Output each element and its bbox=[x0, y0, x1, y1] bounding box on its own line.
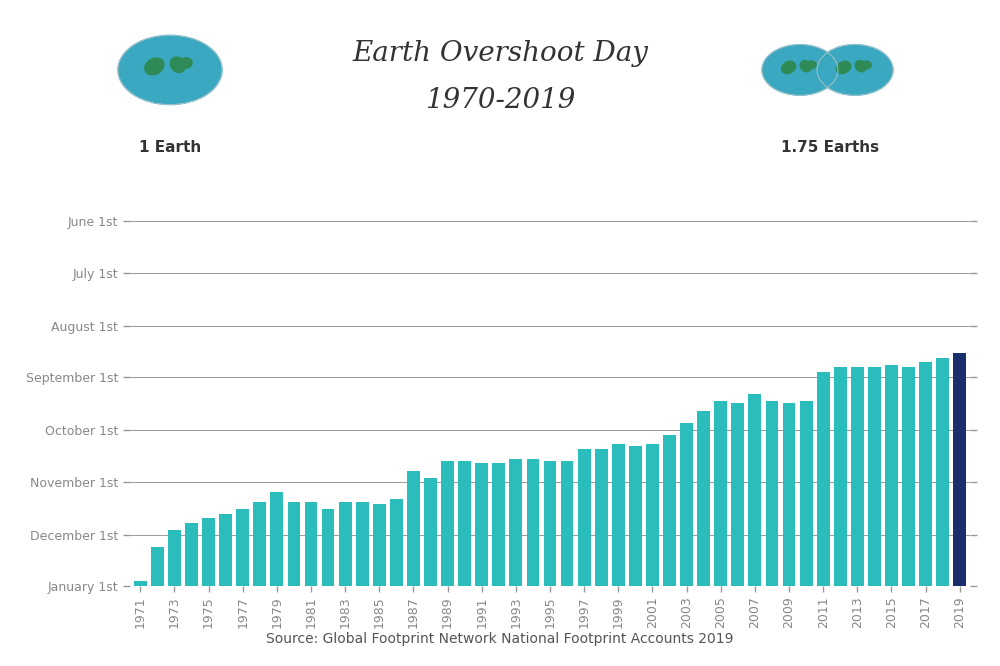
Bar bbox=[202, 517, 215, 586]
Bar bbox=[219, 514, 232, 586]
Text: 1.75 Earths: 1.75 Earths bbox=[781, 140, 879, 155]
Bar bbox=[902, 367, 915, 586]
Bar bbox=[527, 460, 539, 586]
Bar bbox=[458, 461, 471, 586]
Text: Source: Global Footprint Network National Footprint Accounts 2019: Source: Global Footprint Network Nationa… bbox=[266, 632, 734, 646]
Bar bbox=[424, 478, 437, 586]
Bar bbox=[544, 461, 556, 586]
Bar bbox=[288, 502, 300, 586]
Bar bbox=[919, 362, 932, 586]
Bar bbox=[663, 436, 676, 586]
Bar bbox=[475, 463, 488, 586]
Bar bbox=[441, 461, 454, 586]
Bar bbox=[800, 401, 812, 586]
Bar bbox=[646, 444, 659, 586]
Bar bbox=[390, 499, 403, 586]
Bar bbox=[629, 446, 642, 586]
Bar bbox=[851, 367, 864, 586]
Bar bbox=[134, 581, 147, 586]
Bar bbox=[595, 449, 608, 586]
Bar bbox=[561, 461, 573, 586]
Bar bbox=[356, 502, 369, 586]
Bar bbox=[697, 412, 710, 586]
Text: 1 Earth: 1 Earth bbox=[139, 140, 201, 155]
Bar bbox=[509, 460, 522, 586]
Bar bbox=[936, 358, 949, 586]
Bar bbox=[885, 365, 898, 586]
Bar bbox=[953, 353, 966, 586]
Bar bbox=[714, 401, 727, 586]
Bar bbox=[168, 529, 181, 586]
Bar bbox=[270, 492, 283, 586]
Bar bbox=[151, 547, 164, 586]
Bar bbox=[731, 403, 744, 586]
Bar bbox=[680, 424, 693, 586]
Bar bbox=[868, 367, 881, 586]
Bar bbox=[766, 401, 778, 586]
Bar bbox=[817, 372, 830, 586]
Bar bbox=[253, 502, 266, 586]
Text: 1970-2019: 1970-2019 bbox=[425, 87, 575, 114]
Bar bbox=[339, 502, 352, 586]
Text: Earth Overshoot Day: Earth Overshoot Day bbox=[352, 40, 648, 67]
Bar bbox=[185, 523, 198, 586]
Bar bbox=[834, 367, 847, 586]
Bar bbox=[492, 463, 505, 586]
Bar bbox=[578, 449, 591, 586]
Bar bbox=[305, 502, 317, 586]
Bar bbox=[373, 504, 386, 586]
Bar bbox=[783, 403, 795, 586]
Bar bbox=[236, 509, 249, 586]
Bar bbox=[322, 509, 334, 586]
Bar bbox=[612, 444, 625, 586]
Bar bbox=[407, 472, 420, 586]
Bar bbox=[748, 394, 761, 586]
